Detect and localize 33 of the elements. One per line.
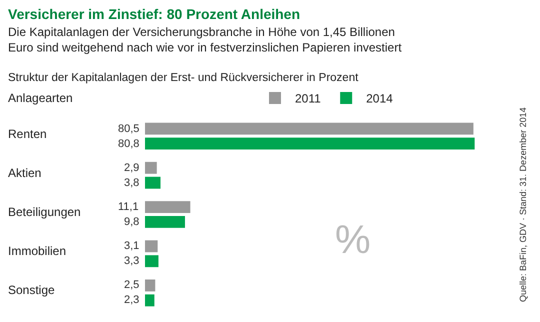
- y-tick-label: Aktien: [8, 166, 42, 180]
- bar: [145, 294, 154, 306]
- legend-label: 2014: [366, 92, 394, 106]
- data-label: 3,8: [124, 177, 140, 189]
- data-label: 2,3: [124, 294, 140, 306]
- data-label: 11,1: [118, 201, 139, 213]
- data-label: 9,8: [124, 216, 140, 228]
- y-tick-label: Beteiligungen: [8, 205, 81, 219]
- data-label: 3,3: [124, 255, 140, 267]
- bar: [145, 201, 190, 214]
- bar: [145, 138, 475, 150]
- y-tick-label: Immobilien: [8, 244, 66, 258]
- bar: [145, 176, 160, 189]
- data-label: 2,9: [124, 162, 140, 174]
- bar: [145, 255, 158, 268]
- data-label: 3,1: [124, 240, 140, 252]
- legend-label: 2011: [295, 92, 322, 106]
- chart-subtitle: Die Kapitalanlagen der Versicherungsbranche in Höhe von 1,45 Billionen Euro sind weitgehend nach wie vor in festverzinslichen Papieren investiert: [8, 25, 402, 55]
- data-label: 2,5: [124, 279, 140, 291]
- y-tick-label: Sonstige: [8, 283, 56, 297]
- chart-title: Versicherer im Zinstief: 80 Prozent Anleihen: [8, 6, 300, 22]
- bar: [145, 216, 185, 228]
- bar: [145, 122, 474, 135]
- bar: [145, 162, 157, 174]
- y-axis-title: Anlagearten: [8, 91, 73, 105]
- data-label: 80,5: [118, 123, 140, 135]
- data-label: 80,8: [118, 138, 140, 150]
- bar: [145, 280, 156, 292]
- y-tick-label: Renten: [8, 127, 47, 141]
- bar: [145, 240, 158, 252]
- source-note: Quelle: BaFin, GDV · Stand: 31. Dezember 2014: [518, 107, 528, 302]
- text: Struktur der Kapitalanlagen der Erst- und Rückversicherer in Prozent: [8, 72, 360, 84]
- annotation: %: [335, 218, 371, 262]
